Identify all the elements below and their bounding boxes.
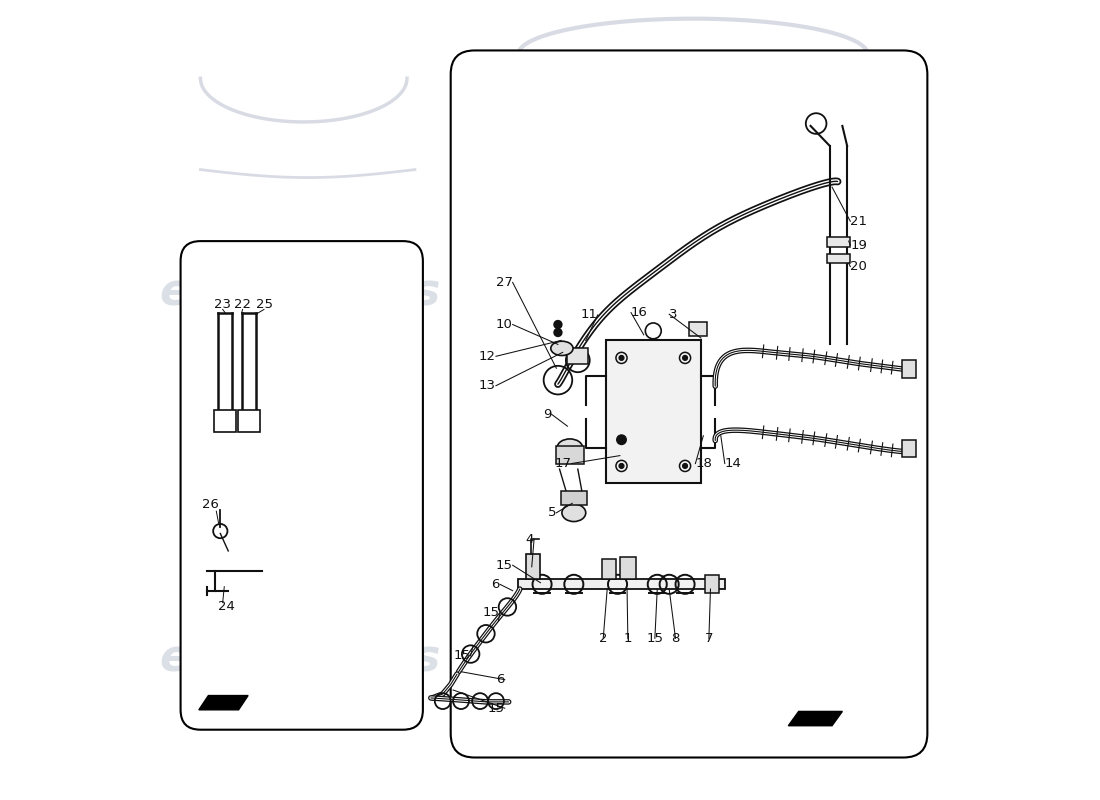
Text: 6: 6 bbox=[496, 673, 505, 686]
Bar bbox=[526, 554, 540, 579]
Text: 8: 8 bbox=[671, 632, 680, 645]
Text: 25: 25 bbox=[256, 298, 273, 311]
Circle shape bbox=[683, 355, 688, 360]
Text: 3: 3 bbox=[669, 308, 678, 321]
Bar bbox=[606, 341, 701, 483]
Text: !: ! bbox=[310, 471, 314, 477]
Text: 24: 24 bbox=[218, 600, 235, 613]
Circle shape bbox=[554, 329, 562, 337]
Bar bbox=[689, 322, 706, 337]
Circle shape bbox=[619, 355, 624, 360]
Text: 15: 15 bbox=[453, 650, 471, 662]
Bar bbox=[276, 344, 399, 491]
Ellipse shape bbox=[557, 439, 583, 457]
Text: 23: 23 bbox=[214, 298, 231, 311]
Text: 5: 5 bbox=[548, 506, 557, 519]
Bar bbox=[602, 559, 616, 579]
Polygon shape bbox=[789, 711, 843, 726]
Ellipse shape bbox=[562, 504, 586, 522]
Text: 27: 27 bbox=[496, 276, 513, 289]
Ellipse shape bbox=[551, 342, 573, 355]
Text: 11: 11 bbox=[581, 309, 597, 322]
Text: eurospares: eurospares bbox=[513, 629, 794, 672]
Text: eurospares: eurospares bbox=[160, 637, 440, 680]
Bar bbox=[902, 360, 916, 378]
Polygon shape bbox=[199, 695, 249, 710]
Bar bbox=[518, 579, 725, 590]
Bar bbox=[568, 348, 588, 364]
Circle shape bbox=[554, 321, 562, 329]
Text: 2: 2 bbox=[600, 632, 607, 645]
Text: eurospares: eurospares bbox=[160, 271, 440, 314]
Text: 4: 4 bbox=[526, 533, 535, 546]
Circle shape bbox=[683, 463, 688, 468]
Text: 15: 15 bbox=[647, 632, 663, 645]
Circle shape bbox=[619, 463, 624, 468]
Bar bbox=[238, 410, 260, 432]
Text: 14: 14 bbox=[725, 457, 741, 470]
Bar bbox=[345, 372, 393, 420]
Bar bbox=[620, 557, 636, 579]
Text: 6: 6 bbox=[492, 578, 499, 591]
Text: 26: 26 bbox=[201, 498, 219, 511]
Text: 19: 19 bbox=[850, 238, 867, 251]
FancyBboxPatch shape bbox=[451, 50, 927, 758]
Bar bbox=[827, 254, 849, 263]
Text: 9: 9 bbox=[543, 408, 551, 421]
Text: 15: 15 bbox=[483, 606, 499, 619]
Circle shape bbox=[617, 435, 626, 445]
Text: 7: 7 bbox=[705, 632, 713, 645]
Text: 13: 13 bbox=[478, 379, 496, 392]
Bar bbox=[827, 237, 849, 246]
Text: 17: 17 bbox=[554, 457, 572, 470]
Text: 18: 18 bbox=[695, 457, 713, 470]
Bar bbox=[557, 446, 584, 463]
Bar bbox=[902, 440, 916, 457]
Text: 20: 20 bbox=[850, 260, 867, 273]
Text: 22: 22 bbox=[234, 298, 251, 311]
Text: 12: 12 bbox=[478, 350, 496, 363]
FancyBboxPatch shape bbox=[180, 241, 422, 730]
Text: 21: 21 bbox=[850, 214, 867, 228]
Bar bbox=[705, 575, 719, 594]
Text: 15: 15 bbox=[487, 702, 505, 714]
Bar bbox=[214, 410, 236, 432]
Text: 16: 16 bbox=[631, 306, 648, 319]
Text: 10: 10 bbox=[496, 318, 513, 331]
Text: 1: 1 bbox=[624, 632, 632, 645]
Bar bbox=[561, 490, 586, 505]
Text: 15: 15 bbox=[496, 558, 513, 572]
Text: eurospares: eurospares bbox=[513, 271, 794, 314]
